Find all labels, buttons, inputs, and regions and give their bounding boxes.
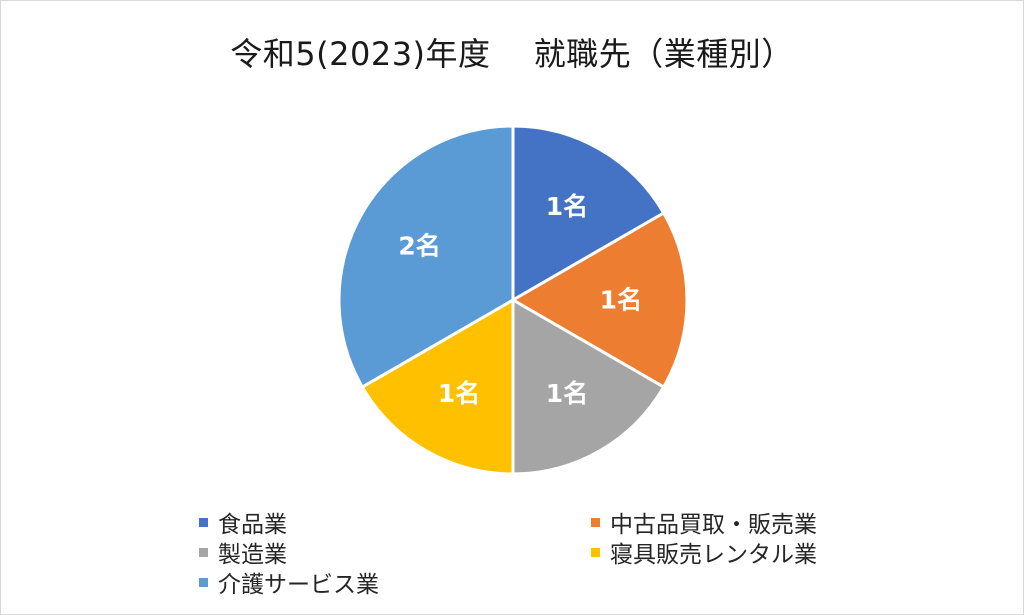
slice-bedding-rental	[360, 298, 515, 476]
legend-label: 製造業	[218, 542, 287, 568]
slice-secondhand-trade	[511, 211, 689, 389]
data-label: 1名	[600, 286, 642, 315]
chart-title: 令和5(2023)年度 就職先（業種別）	[230, 35, 794, 73]
pie-data-labels: 1名 1名 1名 1名 2名	[398, 192, 642, 408]
slice-care-services	[337, 124, 515, 389]
legend-item-secondhand-trade: 中古品買取・販売業	[591, 507, 817, 538]
legend-label: 食品業	[218, 512, 287, 538]
legend-marker-icon	[591, 547, 600, 557]
legend-label: 中古品買取・販売業	[610, 512, 817, 538]
legend-label: 介護サービス業	[218, 572, 379, 598]
legend-item-care-services: 介護サービス業	[199, 567, 379, 598]
slice-manufacturing	[511, 298, 666, 476]
data-label: 1名	[546, 379, 588, 408]
data-label: 1名	[438, 379, 480, 408]
legend-item-bedding-rental: 寝具販売レンタル業	[591, 537, 817, 568]
legend-marker-icon	[199, 547, 208, 557]
slice-food	[511, 124, 666, 302]
legend-marker-icon	[199, 577, 208, 587]
legend-label: 寝具販売レンタル業	[610, 542, 817, 568]
data-label: 1名	[546, 192, 588, 221]
legend-marker-icon	[591, 517, 600, 527]
pie-slices	[337, 124, 689, 476]
legend-item-manufacturing: 製造業	[199, 537, 287, 568]
legend-item-food: 食品業	[199, 507, 287, 538]
legend-marker-icon	[199, 517, 208, 527]
data-label: 2名	[398, 232, 440, 261]
